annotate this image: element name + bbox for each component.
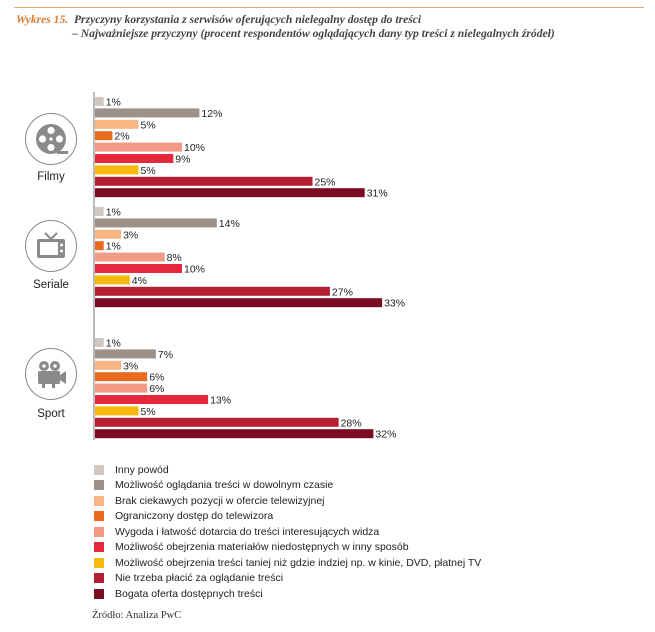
- category-label-sport: Sport: [37, 408, 65, 420]
- source-note: Źródło: Analiza PwC: [92, 610, 182, 621]
- value-label: 3%: [123, 360, 138, 372]
- legend-swatch: [94, 464, 104, 475]
- value-label: 2%: [114, 131, 129, 143]
- legend-label: Możliwość obejrzenia materiałów niedostę…: [115, 541, 409, 554]
- value-label: 32%: [375, 429, 396, 441]
- bar-seriale-3: [95, 229, 122, 239]
- title-line-2: – Najważniejsze przyczyny (procent respo…: [72, 27, 555, 40]
- bar-sport-9: [95, 429, 374, 439]
- bar-sport-4: [95, 372, 148, 382]
- legend-item: Wygoda i łatwość dotarcia do treści inte…: [94, 524, 481, 540]
- value-label: 1%: [106, 97, 121, 109]
- value-label: 6%: [149, 372, 164, 384]
- value-label: 5%: [141, 165, 156, 177]
- value-label: 1%: [106, 338, 121, 350]
- legend-item: Możliwość oglądania treści w dowolnym cz…: [94, 478, 481, 494]
- film-reel-icon: [25, 113, 77, 165]
- legend-label: Możliwość obejrzenia treści taniej niż g…: [115, 556, 482, 569]
- bar-sport-5: [95, 383, 148, 393]
- value-label: 9%: [175, 154, 190, 166]
- legend-swatch: [94, 511, 104, 522]
- bar-filmy-4: [95, 131, 113, 141]
- bar-sport-6: [95, 395, 209, 404]
- bar-seriale-2: [95, 218, 217, 228]
- value-label: 7%: [158, 349, 173, 361]
- legend-item: Brak ciekawych pozycji w ofercie telewiz…: [94, 493, 481, 509]
- value-label: 14%: [219, 218, 240, 230]
- bar-sport-3: [95, 360, 122, 370]
- value-label: 28%: [341, 417, 362, 429]
- legend-item: Bogata oferta dostępnych treści: [94, 586, 481, 602]
- legend-label: Inny powód: [115, 463, 169, 476]
- tv-icon: [25, 220, 77, 272]
- value-label: 10%: [184, 264, 205, 276]
- value-label: 10%: [184, 142, 205, 154]
- bar-seriale-5: [95, 252, 165, 262]
- value-label: 5%: [141, 119, 156, 131]
- legend-item: Inny powód: [94, 462, 481, 478]
- legend-swatch: [94, 573, 104, 584]
- legend-swatch: [94, 542, 104, 553]
- bar-seriale-1: [95, 207, 104, 216]
- legend-label: Możliwość oglądania treści w dowolnym cz…: [115, 479, 334, 492]
- value-label: 6%: [149, 383, 164, 395]
- bar-sport-2: [95, 349, 156, 359]
- bar-filmy-7: [95, 165, 139, 175]
- bar-seriale-8: [95, 286, 330, 296]
- video-camera-icon: [25, 348, 77, 400]
- bar-filmy-9: [95, 188, 365, 198]
- bar-filmy-1: [95, 97, 104, 106]
- bar-filmy-8: [95, 176, 313, 186]
- value-label: 1%: [106, 207, 121, 219]
- value-label: 25%: [315, 176, 336, 188]
- legend-label: Brak ciekawych pozycji w ofercie telewiz…: [115, 494, 325, 507]
- title-line-1: Przyczyny korzystania z serwisów oferują…: [73, 13, 422, 26]
- bar-filmy-6: [95, 154, 174, 163]
- top-rule: [14, 7, 644, 8]
- legend-item: Nie trzeba płacić za oglądanie treści: [94, 571, 481, 587]
- legend-label: Ograniczony dostęp do telewizora: [115, 510, 274, 523]
- figure-label: Wykres 15.: [16, 13, 69, 26]
- bar-seriale-4: [95, 241, 104, 251]
- value-label: 4%: [132, 275, 147, 287]
- legend-label: Nie trzeba płacić za oglądanie treści: [115, 572, 284, 585]
- legend-swatch: [94, 588, 104, 599]
- value-label: 3%: [123, 229, 138, 241]
- bar-filmy-5: [95, 142, 182, 152]
- category-label-filmy: Filmy: [37, 171, 65, 183]
- bar-chart: 1%12%5%2%10%9%5%25%31%1%14%3%1%8%10%4%27…: [93, 92, 405, 441]
- legend-item: Ograniczony dostęp do telewizora: [94, 509, 481, 525]
- category-label-seriale: Seriale: [33, 279, 69, 291]
- bar-filmy-3: [95, 119, 139, 129]
- legend-swatch: [94, 495, 104, 506]
- bar-filmy-2: [95, 108, 200, 118]
- value-label: 8%: [167, 252, 182, 264]
- bar-sport-8: [95, 417, 339, 427]
- bar-seriale-9: [95, 298, 383, 308]
- legend: Inny powód Możliwość oglądania treści w …: [94, 462, 481, 602]
- bar-seriale-6: [95, 264, 182, 273]
- legend-label: Bogata oferta dostępnych treści: [115, 587, 263, 600]
- bar-seriale-7: [95, 275, 130, 285]
- legend-item: Możliwość obejrzenia materiałów niedostę…: [94, 540, 481, 556]
- legend-label: Wygoda i łatwość dotarcia do treści inte…: [115, 525, 380, 538]
- value-label: 1%: [106, 241, 121, 253]
- bar-sport-1: [95, 338, 104, 347]
- value-label: 12%: [201, 108, 222, 120]
- value-label: 33%: [384, 298, 405, 310]
- value-label: 13%: [210, 395, 231, 407]
- value-label: 5%: [141, 406, 156, 418]
- legend-swatch: [94, 480, 104, 491]
- legend-item: Możliwość obejrzenia treści taniej niż g…: [94, 555, 481, 571]
- value-label: 27%: [332, 286, 353, 298]
- chart-title: Wykres 15. Przyczyny korzystania z serwi…: [16, 13, 555, 41]
- legend-swatch: [94, 526, 104, 537]
- value-label: 31%: [367, 188, 388, 200]
- bar-sport-7: [95, 406, 139, 416]
- legend-swatch: [94, 557, 104, 568]
